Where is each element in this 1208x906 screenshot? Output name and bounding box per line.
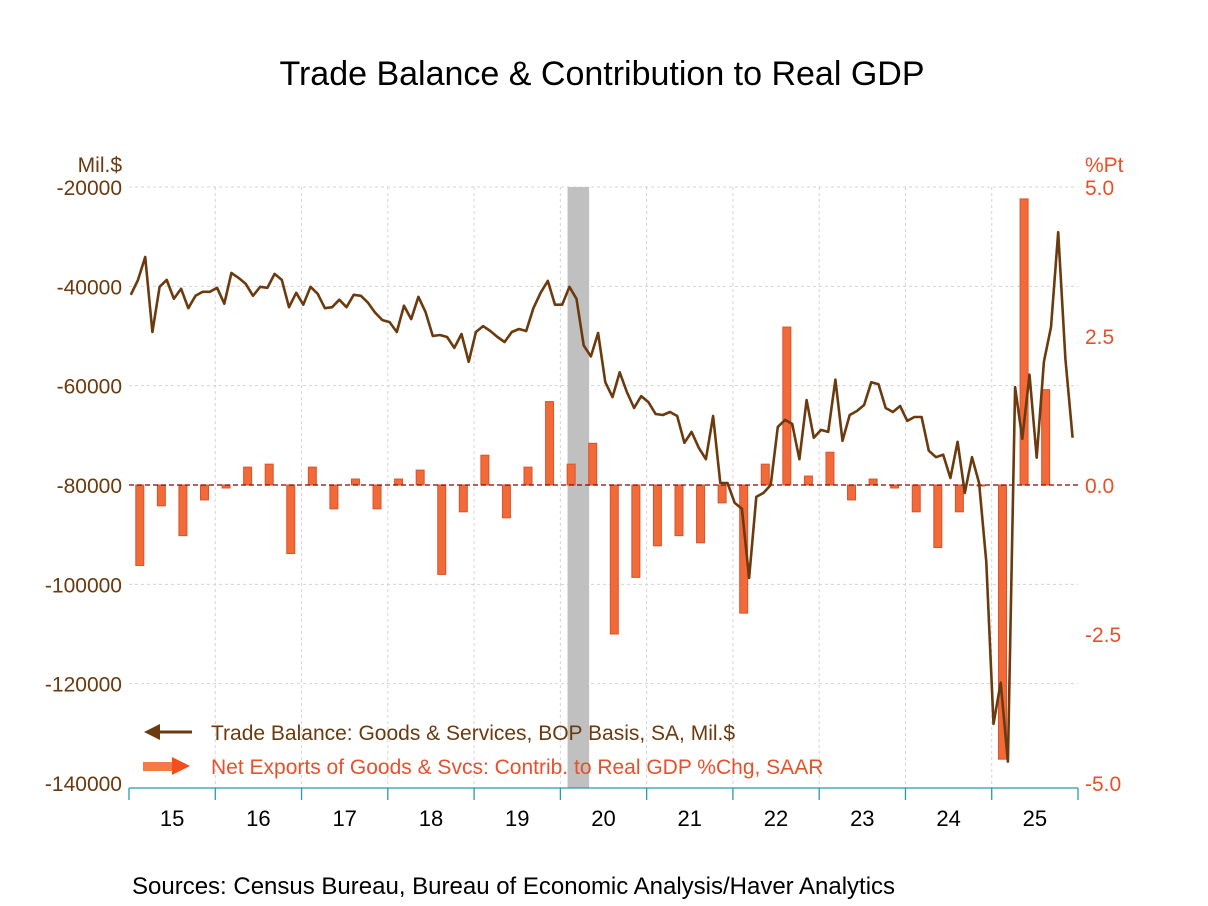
bar: [350, 478, 360, 486]
x-axis-tick-label: 16: [246, 806, 270, 831]
bar: [803, 475, 813, 486]
chart-title: Trade Balance & Contribution to Real GDP: [279, 55, 924, 93]
bar: [566, 463, 576, 486]
left-axis-ticks: -20000 -40000 -60000 -80000 -100000 -120000 -1…: [45, 177, 122, 796]
right-axis-ticks: 5.0 2.5 0.0 -2.5 -5.0: [1085, 177, 1121, 796]
right-axis-tick-label: -5.0: [1085, 773, 1121, 796]
left-axis-tick-label: -80000: [57, 475, 122, 498]
x-axis-tick-label: 25: [1023, 806, 1047, 831]
recession-shading: [567, 187, 590, 788]
left-axis-tick-label: -140000: [45, 773, 122, 796]
bar: [243, 466, 253, 486]
x-axis-tick-label: 15: [160, 806, 184, 831]
x-axis-tick-label: 24: [936, 806, 960, 831]
bar: [954, 484, 964, 513]
x-axis-tick-label: 20: [591, 806, 615, 831]
bar: [890, 484, 900, 489]
x-axis-tick-label: 19: [505, 806, 529, 831]
right-axis-tick-label: 0.0: [1085, 475, 1114, 498]
bar: [933, 484, 943, 549]
bar: [286, 484, 296, 555]
bar: [523, 466, 533, 486]
bar: [674, 484, 684, 537]
trade-balance-line: [129, 230, 1074, 763]
left-axis-tick-label: -60000: [57, 376, 122, 399]
bar: [178, 484, 188, 537]
bar: [501, 484, 511, 519]
x-axis-tick-label: 17: [332, 806, 356, 831]
bar: [825, 451, 835, 486]
legend-bar-label: Net Exports of Goods & Svcs: Contrib. to…: [211, 756, 823, 779]
bar: [394, 478, 404, 486]
left-axis-tick-label: -20000: [57, 177, 122, 200]
bar: [135, 484, 145, 566]
bar: [588, 442, 598, 486]
bar: [156, 484, 166, 507]
bar: [329, 484, 339, 510]
bar: [652, 484, 662, 547]
bar: [415, 469, 425, 486]
bar: [782, 326, 792, 486]
bar: [545, 401, 555, 486]
x-axis-tick-label: 22: [764, 806, 788, 831]
right-axis-tick-label: -2.5: [1085, 624, 1121, 647]
right-axis-label: %Pt: [1085, 154, 1124, 177]
legend: Trade Balance: Goods & Services, BOP Bas…: [143, 722, 823, 779]
bar: [458, 484, 468, 513]
bar: [609, 484, 619, 635]
legend-bar-arrow-icon: [143, 757, 190, 775]
bar: [998, 484, 1008, 760]
bar: [760, 463, 770, 486]
bar: [631, 484, 641, 578]
x-axis: 15 16 17 18 19 20 21 22 23 24 25: [128, 787, 1079, 831]
bar: [1041, 389, 1051, 486]
left-axis-label: Mil.$: [78, 154, 123, 177]
bar: [868, 478, 878, 486]
bar: [696, 484, 706, 544]
bar: [739, 484, 749, 614]
legend-line-label: Trade Balance: Goods & Services, BOP Bas…: [211, 722, 735, 745]
bar-series: [135, 198, 1051, 760]
bar: [307, 466, 317, 486]
bar: [1019, 198, 1029, 486]
bar: [847, 484, 857, 501]
bar: [199, 484, 209, 501]
bar: [717, 484, 727, 504]
bar: [264, 463, 274, 486]
line-series: [129, 230, 1074, 763]
sources-note: Sources: Census Bureau, Bureau of Econom…: [132, 873, 895, 900]
right-axis-tick-label: 5.0: [1085, 177, 1114, 200]
right-axis-tick-label: 2.5: [1085, 326, 1114, 349]
bar: [480, 454, 490, 486]
x-axis-tick-label: 23: [850, 806, 874, 831]
recession-bar: [567, 187, 590, 788]
left-axis-tick-label: -120000: [45, 674, 122, 697]
x-axis-tick-label: 18: [419, 806, 443, 831]
legend-line-arrow-icon: [144, 724, 192, 740]
bar: [437, 484, 447, 575]
bar: [911, 484, 921, 513]
left-axis-tick-label: -100000: [45, 574, 122, 597]
x-axis-tick-label: 21: [678, 806, 702, 831]
left-axis-tick-label: -40000: [57, 276, 122, 299]
bar: [372, 484, 382, 510]
